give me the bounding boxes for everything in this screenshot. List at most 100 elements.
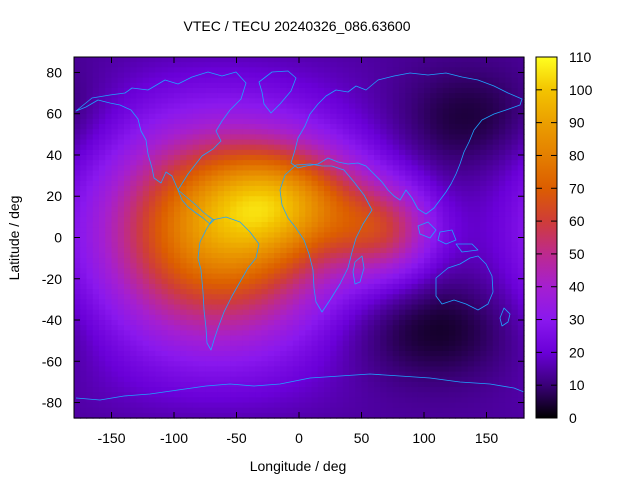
heatmap-cell	[192, 154, 200, 161]
heatmap-cell	[305, 263, 313, 270]
heatmap-cell	[192, 366, 200, 373]
heatmap-cell	[180, 356, 188, 362]
heatmap-cell	[317, 72, 325, 79]
heatmap-cell	[299, 407, 306, 414]
heatmap-cell	[480, 211, 488, 218]
heatmap-cell	[511, 273, 519, 280]
heatmap-cell	[461, 289, 469, 295]
heatmap-cell	[299, 356, 306, 362]
heatmap-cell	[299, 149, 306, 156]
heatmap-cell	[205, 412, 213, 419]
heatmap-cell	[330, 263, 338, 270]
heatmap-cell	[242, 108, 250, 115]
heatmap-cell	[374, 330, 381, 337]
heatmap-cell	[380, 175, 388, 182]
heatmap-cell	[461, 361, 469, 368]
heatmap-cell	[455, 263, 463, 270]
heatmap-cell	[374, 108, 381, 115]
heatmap-cell	[155, 289, 163, 295]
heatmap-cell	[517, 113, 525, 120]
heatmap-cell	[86, 175, 94, 182]
heatmap-cell	[405, 160, 413, 166]
heatmap-cell	[230, 134, 238, 141]
heatmap-cell	[130, 139, 138, 146]
heatmap-cell	[505, 134, 513, 141]
heatmap-cell	[105, 335, 113, 342]
heatmap-cell	[261, 139, 269, 146]
heatmap-cell	[374, 165, 381, 172]
heatmap-cell	[380, 325, 388, 331]
heatmap-cell	[92, 160, 100, 166]
heatmap-cell	[136, 387, 144, 393]
heatmap-cell	[149, 366, 156, 373]
heatmap-cell	[424, 371, 431, 378]
heatmap-cell	[455, 314, 463, 321]
heatmap-cell	[130, 387, 138, 393]
heatmap-cell	[174, 252, 181, 259]
heatmap-cell	[155, 350, 163, 357]
heatmap-cell	[86, 325, 94, 331]
heatmap-cell	[511, 299, 519, 306]
heatmap-cell	[105, 72, 113, 79]
heatmap-cell	[242, 185, 250, 192]
heatmap-cell	[442, 124, 450, 130]
heatmap-cell	[180, 180, 188, 187]
heatmap-cell	[499, 185, 506, 192]
heatmap-cell	[286, 283, 294, 290]
heatmap-cell	[242, 113, 250, 120]
heatmap-cell	[74, 407, 81, 414]
heatmap-cell	[136, 325, 144, 331]
heatmap-cell	[186, 289, 194, 295]
heatmap-cell	[355, 361, 363, 368]
heatmap-cell	[436, 206, 444, 213]
heatmap-cell	[261, 263, 269, 270]
heatmap-cell	[324, 82, 331, 89]
heatmap-cell	[399, 340, 406, 347]
heatmap-cell	[467, 82, 475, 89]
heatmap-cell	[280, 320, 288, 326]
heatmap-cell	[317, 402, 325, 409]
heatmap-cell	[130, 366, 138, 373]
heatmap-cell	[324, 242, 331, 249]
heatmap-cell	[161, 113, 169, 120]
heatmap-cell	[311, 87, 319, 94]
heatmap-cell	[230, 304, 238, 311]
heatmap-cell	[411, 356, 419, 362]
heatmap-cell	[317, 263, 325, 270]
heatmap-cell	[324, 67, 331, 74]
heatmap-cell	[80, 242, 88, 249]
heatmap-cell	[336, 67, 344, 74]
heatmap-cell	[361, 134, 369, 141]
heatmap-cell	[105, 185, 113, 192]
heatmap-cell	[292, 82, 300, 89]
heatmap-cell	[349, 124, 356, 130]
heatmap-cell	[486, 98, 494, 105]
heatmap-cell	[211, 139, 219, 146]
heatmap-cell	[517, 387, 525, 393]
heatmap-cell	[186, 118, 194, 125]
heatmap-cell	[74, 201, 81, 208]
heatmap-cell	[355, 170, 363, 177]
heatmap-cell	[217, 258, 225, 264]
heatmap-cell	[180, 371, 188, 378]
heatmap-cell	[355, 402, 363, 409]
heatmap-cell	[192, 309, 200, 316]
heatmap-cell	[174, 237, 181, 244]
heatmap-cell	[155, 108, 163, 115]
heatmap-cell	[336, 304, 344, 311]
heatmap-cell	[242, 72, 250, 79]
heatmap-cell	[136, 273, 144, 280]
heatmap-cell	[342, 273, 350, 280]
heatmap-cell	[236, 289, 244, 295]
heatmap-cell	[267, 72, 275, 79]
heatmap-cell	[92, 103, 100, 110]
heatmap-cell	[86, 376, 94, 383]
heatmap-cell	[274, 325, 281, 331]
heatmap-cell	[230, 350, 238, 357]
heatmap-cell	[499, 139, 506, 146]
heatmap-cell	[136, 77, 144, 84]
heatmap-cell	[455, 325, 463, 331]
heatmap-cell	[311, 103, 319, 110]
heatmap-cell	[161, 216, 169, 223]
heatmap-cell	[355, 144, 363, 151]
